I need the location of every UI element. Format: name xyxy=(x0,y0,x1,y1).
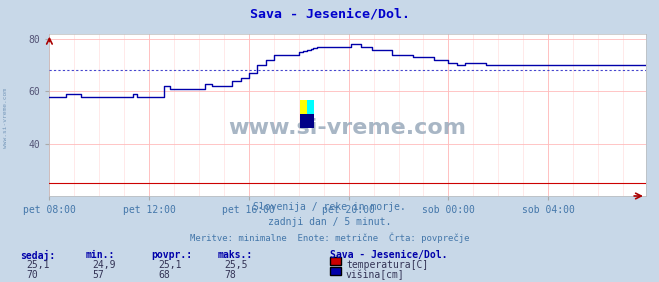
Text: Slovenija / reke in morje.: Slovenija / reke in morje. xyxy=(253,202,406,212)
Text: zadnji dan / 5 minut.: zadnji dan / 5 minut. xyxy=(268,217,391,227)
Text: 70: 70 xyxy=(26,270,38,280)
Text: www.si-vreme.com: www.si-vreme.com xyxy=(3,89,8,148)
Text: sedaj:: sedaj: xyxy=(20,250,55,261)
Text: povpr.:: povpr.: xyxy=(152,250,192,259)
Text: 25,5: 25,5 xyxy=(224,260,248,270)
Text: 25,1: 25,1 xyxy=(158,260,182,270)
Text: višina[cm]: višina[cm] xyxy=(346,270,405,281)
Text: 78: 78 xyxy=(224,270,236,280)
Text: 68: 68 xyxy=(158,270,170,280)
Text: min.:: min.: xyxy=(86,250,115,259)
Text: Sava - Jesenice/Dol.: Sava - Jesenice/Dol. xyxy=(250,7,409,20)
Text: maks.:: maks.: xyxy=(217,250,252,259)
Text: temperatura[C]: temperatura[C] xyxy=(346,260,428,270)
Text: 25,1: 25,1 xyxy=(26,260,50,270)
Bar xyxy=(300,100,307,114)
Text: 24,9: 24,9 xyxy=(92,260,116,270)
Text: Meritve: minimalne  Enote: metrične  Črta: povprečje: Meritve: minimalne Enote: metrične Črta:… xyxy=(190,233,469,243)
Text: Sava - Jesenice/Dol.: Sava - Jesenice/Dol. xyxy=(330,250,447,259)
Bar xyxy=(300,114,314,128)
Text: 57: 57 xyxy=(92,270,104,280)
Bar xyxy=(307,100,314,114)
Text: www.si-vreme.com: www.si-vreme.com xyxy=(229,118,467,138)
